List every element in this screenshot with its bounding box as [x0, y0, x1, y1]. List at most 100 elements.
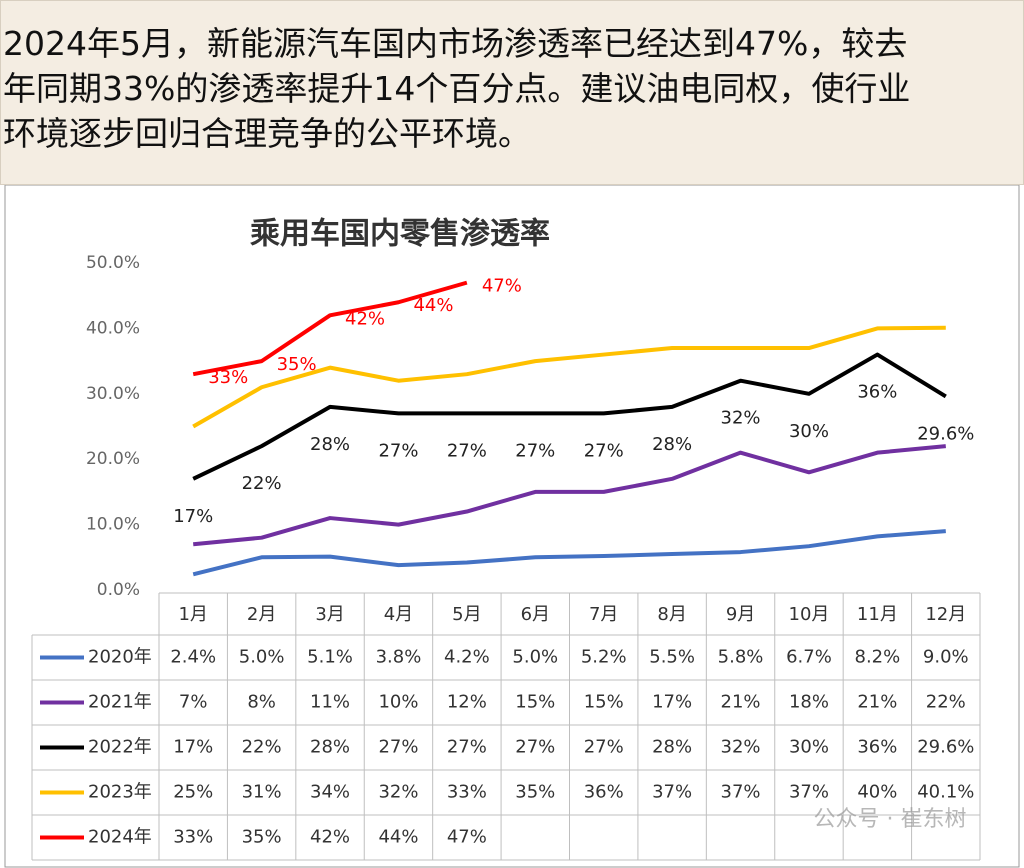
- x-tick-label: 12月: [925, 604, 966, 625]
- table-cell: 22%: [926, 692, 966, 713]
- data-label: 27%: [447, 440, 487, 461]
- table-cell: 8%: [247, 692, 276, 713]
- chart-frame: [4, 185, 1020, 868]
- data-label: 42%: [345, 308, 385, 329]
- x-tick-label: 1月: [178, 604, 207, 625]
- data-label: 30%: [789, 421, 829, 442]
- legend-label: 2023年: [88, 782, 152, 803]
- y-tick-label: 50.0%: [86, 253, 140, 273]
- table-cell: 37%: [789, 782, 829, 803]
- x-tick-label: 8月: [657, 604, 686, 625]
- legend-label: 2022年: [88, 737, 152, 758]
- data-label: 32%: [721, 408, 761, 429]
- table-cell: 33%: [447, 782, 487, 803]
- series-line: [192, 325, 946, 429]
- table-cell: 28%: [310, 737, 350, 758]
- table-cell: 10%: [378, 692, 418, 713]
- table-cell: 40.1%: [917, 782, 974, 803]
- table-cell: 35%: [242, 827, 282, 848]
- table-cell: 3.8%: [376, 647, 422, 668]
- table-cell: 27%: [515, 737, 555, 758]
- table-cell: 35%: [515, 782, 555, 803]
- series-line: [192, 529, 946, 577]
- table-cell: 4.2%: [444, 647, 490, 668]
- table-cell: 5.1%: [307, 647, 353, 668]
- legend-label: 2021年: [88, 692, 152, 713]
- table-cell: 34%: [310, 782, 350, 803]
- table-cell: 31%: [242, 782, 282, 803]
- header-line: 年同期33%的渗透率提升14个百分点。建议油电同权，使行业: [3, 69, 911, 108]
- data-label: 35%: [277, 354, 317, 375]
- data-label: 44%: [413, 295, 453, 316]
- table-cell: 32%: [721, 737, 761, 758]
- table-cell: 7%: [179, 692, 208, 713]
- table-cell: 28%: [652, 737, 692, 758]
- data-label: 17%: [173, 506, 213, 527]
- x-tick-label: 6月: [521, 604, 550, 625]
- data-label: 47%: [482, 276, 522, 297]
- y-tick-label: 20.0%: [86, 449, 140, 469]
- table-cell: 27%: [378, 737, 418, 758]
- table-cell: 33%: [173, 827, 213, 848]
- series-line: [193, 444, 946, 547]
- x-tick-label: 11月: [857, 604, 898, 625]
- table-cell: 44%: [378, 827, 418, 848]
- table-cell: 15%: [584, 692, 624, 713]
- x-tick-label: 4月: [384, 604, 413, 625]
- header-box: 2024年5月，新能源汽车国内市场渗透率已经达到47%，较去 年同期33%的渗透…: [0, 0, 1024, 185]
- table-cell: 8.2%: [855, 647, 901, 668]
- data-label: 22%: [242, 473, 282, 494]
- table-cell: 9.0%: [923, 647, 969, 668]
- table-cell: 5.5%: [649, 647, 695, 668]
- table-cell: 15%: [515, 692, 555, 713]
- table-cell: 37%: [721, 782, 761, 803]
- header-line: 环境逐步回归合理竞争的公平环境。: [3, 114, 531, 153]
- table-cell: 17%: [173, 737, 213, 758]
- table-cell: 21%: [857, 692, 897, 713]
- table-cell: 5.0%: [239, 647, 285, 668]
- x-tick-label: 9月: [726, 604, 755, 625]
- y-tick-label: 10.0%: [86, 515, 140, 535]
- data-label: 27%: [584, 440, 624, 461]
- table-cell: 5.8%: [718, 647, 764, 668]
- table-cell: 22%: [242, 737, 282, 758]
- table-cell: 36%: [584, 782, 624, 803]
- data-label: 29.6%: [917, 423, 974, 444]
- data-label: 28%: [652, 434, 692, 455]
- y-tick-label: 40.0%: [86, 318, 140, 338]
- watermark: 公众号 · 崔东树: [814, 807, 967, 832]
- table-cell: 37%: [652, 782, 692, 803]
- table-cell: 17%: [652, 692, 692, 713]
- legend-label: 2024年: [88, 827, 152, 848]
- x-tick-label: 7月: [589, 604, 618, 625]
- y-tick-label: 0.0%: [97, 580, 140, 600]
- header-line: 2024年5月，新能源汽车国内市场渗透率已经达到47%，较去: [3, 24, 908, 63]
- table-cell: 11%: [310, 692, 350, 713]
- table-cell: 27%: [584, 737, 624, 758]
- table-cell: 40%: [857, 782, 897, 803]
- table-cell: 42%: [310, 827, 350, 848]
- table-cell: 32%: [378, 782, 418, 803]
- series-line: [192, 280, 468, 377]
- table-cell: 21%: [721, 692, 761, 713]
- data-label: 28%: [310, 434, 350, 455]
- table-cell: 5.2%: [581, 647, 627, 668]
- x-tick-label: 10月: [789, 604, 830, 625]
- series-line: [192, 352, 947, 481]
- table-cell: 25%: [173, 782, 213, 803]
- table-cell: 6.7%: [786, 647, 832, 668]
- data-label: 36%: [857, 382, 897, 403]
- table-cell: 47%: [447, 827, 487, 848]
- data-label: 27%: [378, 440, 418, 461]
- data-label: 33%: [208, 367, 248, 388]
- chart-title: 乘用车国内零售渗透率: [250, 217, 550, 252]
- table-cell: 36%: [857, 737, 897, 758]
- x-tick-label: 5月: [452, 604, 481, 625]
- table-cell: 29.6%: [917, 737, 974, 758]
- table-cell: 12%: [447, 692, 487, 713]
- data-label: 27%: [515, 440, 555, 461]
- table-cell: 27%: [447, 737, 487, 758]
- y-tick-label: 30.0%: [86, 384, 140, 404]
- table-cell: 5.0%: [512, 647, 558, 668]
